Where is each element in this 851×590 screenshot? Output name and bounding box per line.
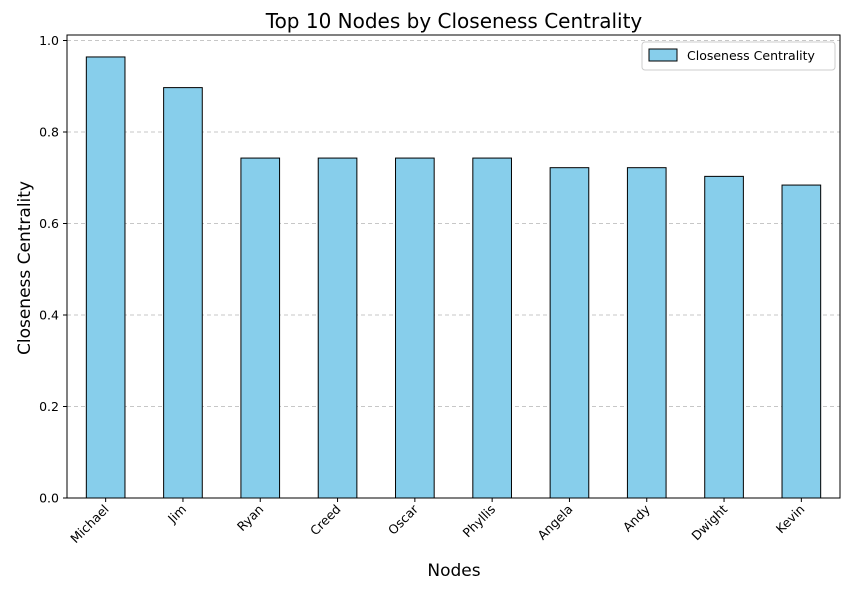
- bar-phyllis: [472, 157, 512, 499]
- bar-angela: [549, 167, 590, 499]
- legend-swatch: [648, 48, 678, 62]
- x-tick-label: Ryan: [234, 502, 267, 535]
- y-tick-label: 0.2: [39, 399, 59, 414]
- chart-title: Top 10 Nodes by Closeness Centrality: [265, 9, 643, 33]
- bar-oscar: [395, 157, 435, 499]
- x-tick-label: Dwight: [688, 501, 730, 543]
- y-tick-label: 0.0: [39, 491, 59, 506]
- bar-michael: [85, 56, 126, 499]
- bars: [85, 56, 822, 499]
- x-tick-label: Kevin: [773, 502, 808, 537]
- x-tick-label: Oscar: [385, 501, 422, 538]
- bar-ryan: [240, 157, 281, 499]
- bar-creed: [317, 157, 358, 499]
- plot-frame: [66, 34, 841, 499]
- x-axis-ticks: Michael Jim Ryan Creed Oscar Phyllis Angela And…: [67, 498, 807, 546]
- bar-andy: [626, 167, 667, 499]
- y-axis-label: Closeness Centrality: [15, 181, 35, 355]
- y-tick-label: 0.6: [39, 216, 59, 231]
- legend: Closeness Centrality: [641, 41, 836, 71]
- x-tick-label: Creed: [307, 502, 344, 539]
- y-tick-label: 1.0: [39, 33, 59, 48]
- y-tick-label: 0.8: [39, 124, 59, 139]
- y-axis-ticks: 0.0 0.2 0.4 0.6 0.8 1.0: [39, 33, 67, 506]
- bar-jim: [163, 87, 203, 499]
- legend-frame: [641, 41, 836, 71]
- bar-dwight: [704, 175, 744, 499]
- x-tick-label: Phyllis: [460, 502, 499, 541]
- x-axis-label: Nodes: [427, 561, 480, 581]
- x-tick-label: Michael: [67, 502, 111, 546]
- bar-kevin: [781, 184, 822, 499]
- y-tick-label: 0.4: [39, 307, 59, 322]
- x-tick-label: Andy: [620, 501, 654, 535]
- legend-label: Closeness Centrality: [687, 48, 816, 63]
- x-tick-label: Angela: [534, 502, 575, 543]
- x-tick-label: Jim: [164, 502, 189, 527]
